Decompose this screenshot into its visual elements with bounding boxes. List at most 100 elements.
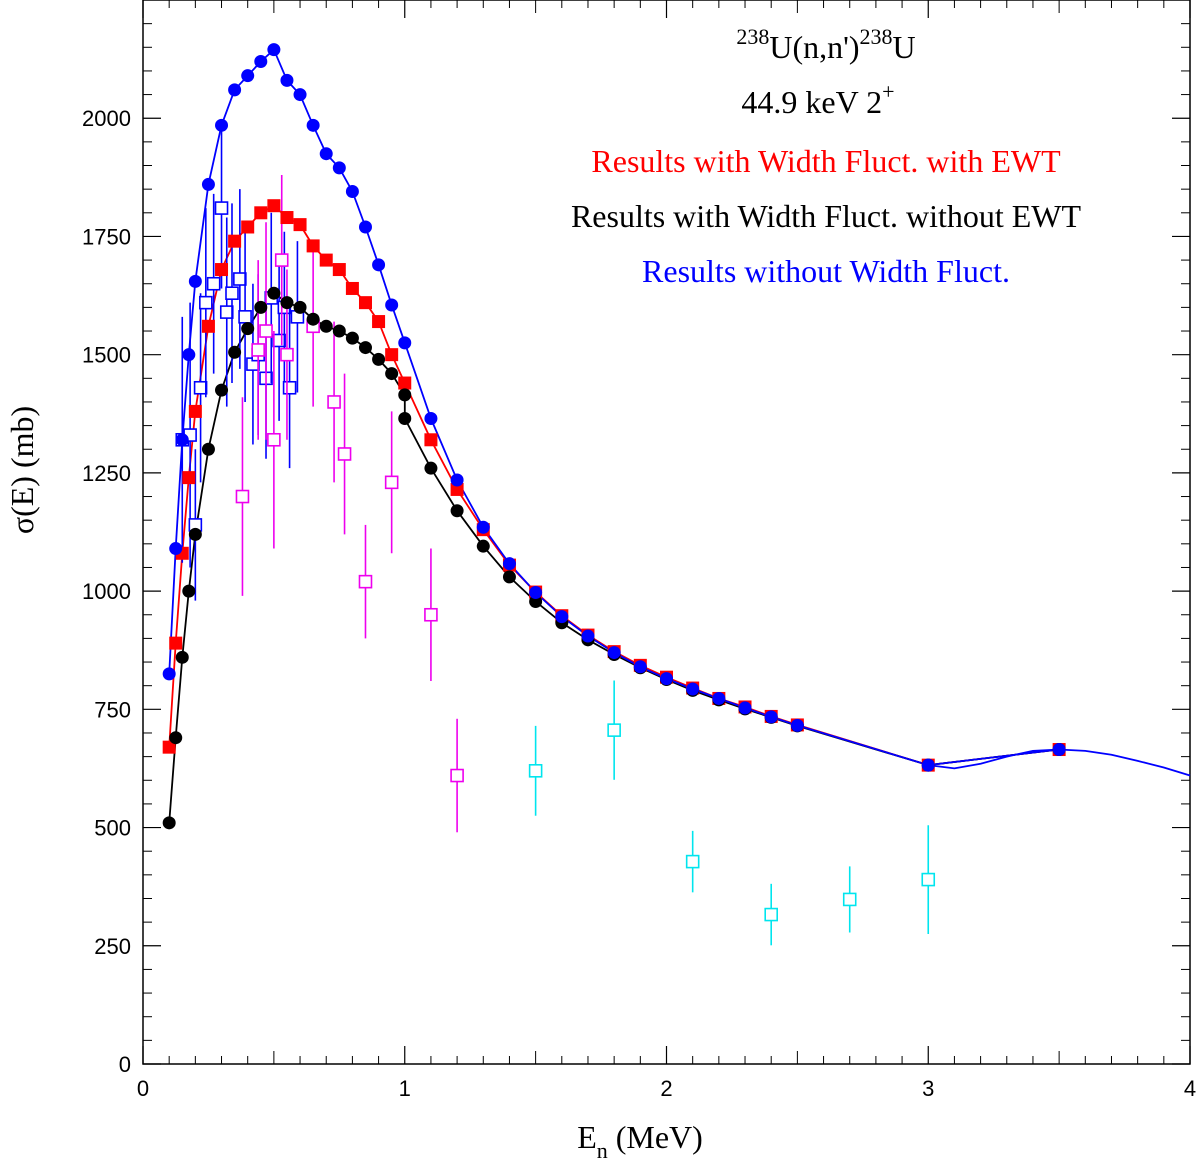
exp-point	[358, 574, 373, 589]
subtitle-text: 44.9 keV 2	[741, 84, 882, 120]
x-axis-title: En (MeV)	[577, 1119, 703, 1163]
calc-point-circle	[267, 286, 281, 300]
exp-point	[327, 395, 341, 409]
y-tick-label: 1750	[82, 224, 131, 249]
calc-point-circle	[280, 296, 294, 310]
calc-point-square	[188, 404, 202, 418]
calc-point-circle	[332, 324, 346, 338]
x-tick-label: 1	[399, 1076, 411, 1101]
calc-point-circle	[450, 504, 464, 518]
exp-point	[528, 764, 543, 778]
calc-point-circle	[476, 520, 490, 534]
calc-point-circle	[293, 88, 307, 102]
calc-point-circle	[175, 650, 189, 664]
data-series	[162, 43, 1191, 946]
x-tick-label: 3	[922, 1076, 934, 1101]
subtitle-sup: +	[882, 79, 894, 104]
exp-point	[685, 854, 700, 869]
calc-point-circle	[385, 298, 399, 312]
calc-point-circle	[228, 83, 242, 97]
exp-point	[259, 324, 273, 338]
calc-point-circle	[182, 584, 196, 598]
calc-point-circle	[169, 731, 183, 745]
exp-point	[280, 347, 294, 362]
title-base-1: U(n,n')	[769, 29, 859, 65]
exp-point	[251, 343, 265, 357]
exp-point	[921, 872, 936, 887]
calc-point-square	[450, 482, 464, 496]
title-base-2: U	[893, 29, 916, 65]
calc-point-circle	[738, 701, 752, 715]
calc-point-circle	[502, 570, 516, 584]
calc-point-circle	[319, 319, 333, 333]
calc-point-circle	[182, 348, 196, 362]
calc-point-square	[332, 263, 346, 277]
calc-point-circle	[241, 322, 255, 336]
x-axis-title-base: E	[577, 1119, 597, 1155]
exp-point	[206, 276, 221, 291]
calc-point-circle	[188, 527, 202, 541]
calc-point-square	[385, 348, 399, 362]
calc-point-circle	[476, 539, 490, 553]
calc-point-square	[345, 281, 359, 295]
calc-point-circle	[293, 300, 307, 314]
calc-point-circle	[267, 43, 281, 57]
exp-point	[842, 892, 857, 907]
calc-point-circle	[581, 629, 595, 643]
calc-point-circle	[188, 274, 202, 288]
calc-point-circle	[332, 161, 346, 175]
exp-point	[233, 272, 247, 286]
annotation-ewt: Results with Width Fluct. with EWT	[591, 143, 1061, 179]
exp-point	[199, 295, 213, 310]
calc-point-square	[424, 433, 438, 447]
calc-point-circle	[306, 118, 320, 132]
calc-point-square	[201, 319, 215, 333]
calc-point-circle	[162, 816, 176, 830]
calc-point-circle	[215, 118, 229, 132]
calc-point-circle	[555, 610, 569, 624]
title-sup-2: 238	[860, 24, 893, 49]
calc-point-circle	[358, 220, 372, 234]
calc-point-circle	[424, 412, 438, 426]
exp-point	[267, 432, 281, 447]
exp-point	[235, 489, 250, 504]
calc-point-circle	[529, 586, 543, 600]
exp-point	[225, 286, 239, 300]
axis-ticks: 0 1 2 3 4 0 250 500 750 1000 1250 1500 1750 2000	[82, 0, 1196, 1101]
calc-point-circle	[215, 383, 229, 397]
y-tick-label: 750	[94, 697, 131, 722]
annotation-no-width-fluct: Results without Width Fluct.	[642, 253, 1010, 289]
calc-point-square	[319, 253, 333, 267]
svg-text:44.9 keV 2+: 44.9 keV 2+	[741, 79, 894, 120]
calc-point-square	[169, 636, 183, 650]
y-tick-label: 0	[119, 1052, 131, 1077]
calc-point-circle	[450, 473, 464, 487]
calc-point-circle	[372, 258, 386, 272]
exp-point	[193, 380, 208, 395]
calc-point-circle	[306, 312, 320, 326]
calc-point-circle	[345, 185, 359, 199]
x-axis-title-rest: (MeV)	[608, 1119, 703, 1155]
calc-point-circle	[660, 672, 673, 686]
calc-point-square	[293, 218, 307, 232]
calc-point-circle	[607, 646, 621, 660]
calc-point-circle	[633, 660, 647, 674]
exp-point	[764, 907, 779, 922]
calc-point-square	[162, 740, 176, 754]
x-axis-title-sub: n	[597, 1138, 608, 1163]
y-tick-label: 1250	[82, 461, 131, 486]
calc-point-circle	[529, 595, 543, 609]
calc-point-circle	[1052, 743, 1066, 757]
calc-point-circle	[398, 336, 412, 350]
y-tick-label: 500	[94, 816, 131, 841]
calc-point-circle	[372, 352, 386, 366]
calc-point-circle	[764, 710, 778, 724]
exp-point	[219, 305, 234, 319]
calc-point-square	[398, 376, 412, 390]
calc-point-circle	[201, 177, 215, 191]
calc-point-circle	[254, 54, 268, 68]
calc-point-circle	[921, 758, 935, 772]
annotation-no-ewt: Results with Width Fluct. without EWT	[571, 198, 1082, 234]
calc-point-square	[280, 211, 294, 225]
